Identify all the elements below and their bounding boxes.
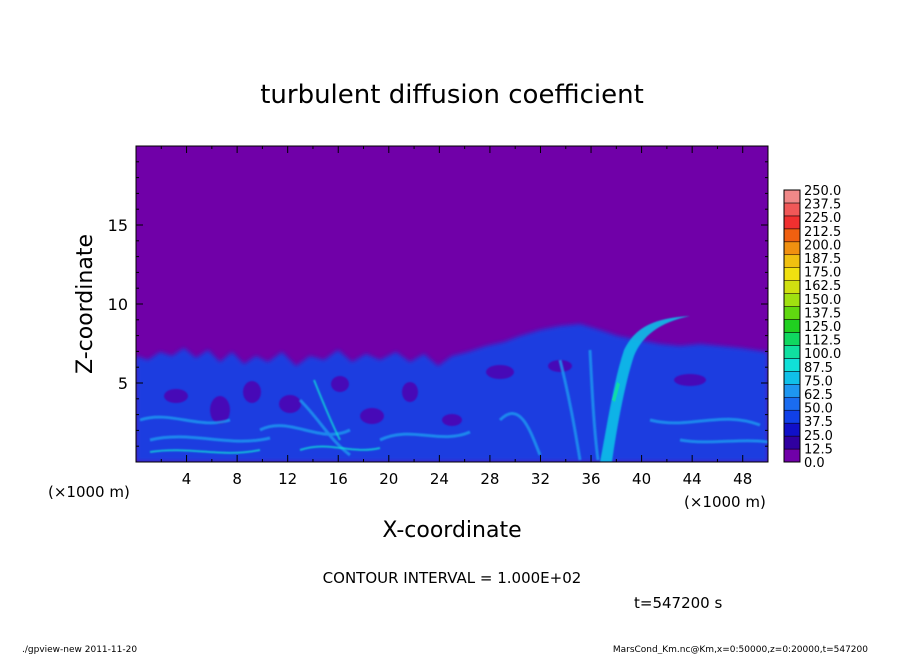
field-layer <box>136 316 768 462</box>
colorbar-label: 200.0 <box>804 238 841 253</box>
colorbar-swatch <box>783 267 801 281</box>
colorbar-swatch <box>783 435 801 450</box>
colorbar-swatch <box>783 254 801 268</box>
chart-title: turbulent diffusion coefficient <box>260 80 644 110</box>
streaks <box>139 349 768 461</box>
footer-right: MarsCond_Km.nc@Km,x=0:50000,z=0:20000,t=… <box>613 645 868 654</box>
colorbar-swatch <box>783 228 801 243</box>
colorbar-swatch <box>783 293 801 307</box>
colorbar-label: 50.0 <box>804 402 833 417</box>
plot-area <box>135 145 769 463</box>
colorbar-swatch <box>783 358 801 372</box>
x-tick-label: 16 <box>329 470 348 488</box>
colorbar-label: 237.5 <box>804 198 841 213</box>
colorbar-frame <box>783 189 801 463</box>
colorbar-label: 100.0 <box>804 347 841 362</box>
colorbar-label: 112.5 <box>804 334 841 349</box>
colorbar-swatch <box>783 319 801 333</box>
colorbar-label: 162.5 <box>804 279 841 294</box>
colorbar-swatch <box>783 202 801 217</box>
y-tick-label: 15 <box>108 216 128 235</box>
colorbar <box>783 189 801 463</box>
y-tick-label: 5 <box>118 374 128 393</box>
colorbar-swatch <box>783 332 801 346</box>
colorbar-swatch <box>783 396 801 411</box>
x-tick-label: 12 <box>278 470 297 488</box>
colorbar-swatch <box>783 422 801 437</box>
colorbar-swatch <box>783 241 801 256</box>
colorbar-swatch <box>783 306 801 320</box>
x-tick-labels: 4 8 12 16 20 24 28 32 36 40 44 48 <box>182 470 752 488</box>
colorbar-swatch <box>783 371 801 385</box>
cyan-streaks <box>149 379 381 454</box>
colorbar-label: 250.0 <box>804 184 841 199</box>
colorbar-labels: 0.012.525.037.550.062.575.087.5100.0112.… <box>804 184 841 471</box>
contour-interval-label: CONTOUR INTERVAL = 1.000E+02 <box>323 569 582 587</box>
x-tick-label: 24 <box>430 470 449 488</box>
x-tick-label: 44 <box>683 470 702 488</box>
colorbar-label: 25.0 <box>804 429 833 444</box>
x-unit-left: (×1000 m) <box>48 483 130 501</box>
plume-core <box>612 382 620 402</box>
colorbar-swatch <box>783 189 801 204</box>
colorbar-label: 150.0 <box>804 293 841 308</box>
colorbar-label: 137.5 <box>804 306 841 321</box>
x-unit-right: (×1000 m) <box>684 493 766 511</box>
colorbar-label: 125.0 <box>804 320 841 335</box>
x-tick-label: 20 <box>379 470 398 488</box>
colorbar-swatch <box>783 448 801 463</box>
colorbar-label: 187.5 <box>804 252 841 267</box>
colorbar-label: 75.0 <box>804 374 833 389</box>
colorbar-label: 212.5 <box>804 225 841 240</box>
x-tick-label: 8 <box>232 470 242 488</box>
tick-marks <box>136 146 768 462</box>
x-tick-label: 40 <box>632 470 651 488</box>
colorbar-label: 62.5 <box>804 388 833 403</box>
colorbar-label: 87.5 <box>804 361 833 376</box>
colorbar-label: 12.5 <box>804 442 833 457</box>
x-tick-label: 48 <box>733 470 752 488</box>
colorbar-label: 0.0 <box>804 456 825 471</box>
dark-patches <box>164 360 706 426</box>
y-tick-labels: 5 10 15 <box>108 216 128 393</box>
x-tick-label: 32 <box>531 470 550 488</box>
colorbar-swatch <box>783 345 801 359</box>
colorbar-swatch <box>783 215 801 230</box>
footer-left: ./gpview-new 2011-11-20 <box>22 645 137 654</box>
x-tick-label: 36 <box>581 470 600 488</box>
y-tick-label: 10 <box>108 295 128 314</box>
colorbar-swatch <box>783 280 801 294</box>
x-tick-label: 28 <box>480 470 499 488</box>
time-label: t=547200 s <box>634 594 722 612</box>
x-axis-label: X-coordinate <box>382 518 521 543</box>
x-tick-label: 4 <box>182 470 192 488</box>
colorbar-label: 37.5 <box>804 415 833 430</box>
colorbar-swatch <box>783 384 801 398</box>
colorbar-label: 225.0 <box>804 211 841 226</box>
y-axis-label: Z-coordinate <box>73 234 98 374</box>
colorbar-label: 175.0 <box>804 266 841 281</box>
colorbar-swatch <box>783 409 801 424</box>
